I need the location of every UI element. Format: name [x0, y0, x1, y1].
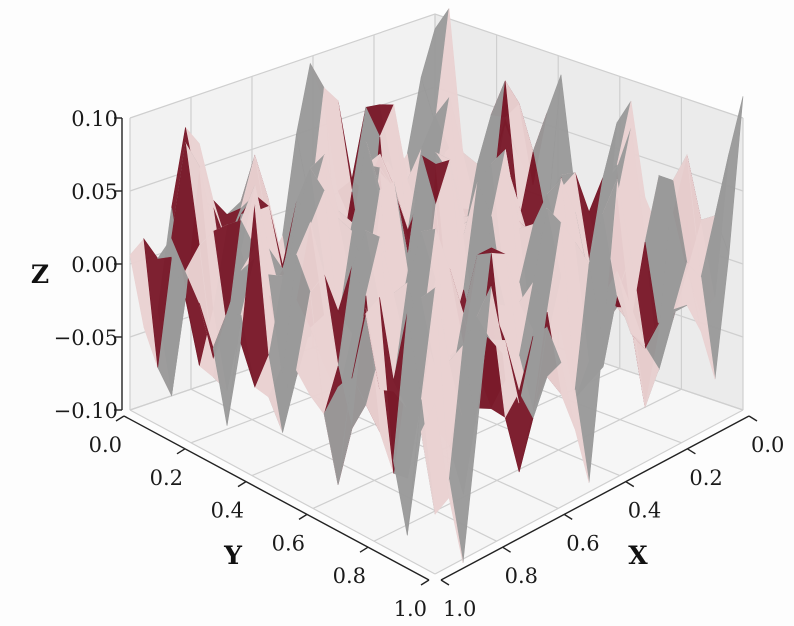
- y-tick-label: 0.8: [333, 564, 366, 588]
- z-tick-label: 0.00: [71, 253, 118, 277]
- y-tick-label: 1.0: [394, 597, 427, 621]
- y-tick-mark: [237, 481, 247, 488]
- y-axis-line: [123, 415, 430, 581]
- y-axis-label: Y: [223, 541, 243, 570]
- x-tick-label: 1.0: [443, 597, 476, 621]
- grid-line: [190, 388, 497, 542]
- y-tick-mark: [176, 448, 186, 455]
- z-axis-label: Z: [31, 260, 49, 289]
- y-tick-label: 0.4: [211, 499, 244, 523]
- x-tick-mark: [625, 481, 635, 488]
- surface-plot: [129, 8, 744, 563]
- surface-patch: [420, 401, 450, 515]
- y-tick-mark: [359, 546, 369, 553]
- tick-labels: 0.0 0.2 0.4 0.6 0.8 1.0 0.0 0.2 0.4 0.6 0.8 1.0 −0.1…: [54, 107, 785, 621]
- x-tick-mark: [687, 448, 696, 455]
- y-tick-mark: [420, 579, 430, 586]
- x-tick-label: 0.8: [505, 564, 538, 588]
- x-tick-label: 0.6: [566, 531, 599, 555]
- x-tick-mark: [563, 513, 573, 520]
- x-axis-label: X: [628, 541, 648, 570]
- x-tick-mark: [748, 415, 758, 422]
- y-tick-label: 0.6: [272, 531, 305, 555]
- x-tick-mark: [502, 546, 511, 553]
- grid-line: [129, 409, 436, 575]
- grid-line: [434, 409, 744, 575]
- grid-line: [373, 388, 682, 542]
- z-tick-label: 0.10: [71, 107, 118, 131]
- x-tick-label: 0.2: [689, 466, 722, 490]
- grid-line: [129, 13, 744, 119]
- x-tick-label: 0.0: [751, 433, 784, 457]
- x-axis-line: [440, 415, 750, 581]
- y-tick-label: 0.2: [150, 466, 183, 490]
- z-tick-label: −0.05: [54, 326, 118, 350]
- y-tick-label: 0.0: [89, 433, 122, 457]
- y-tick-mark: [115, 415, 125, 422]
- z-tick-label: 0.05: [71, 180, 118, 204]
- x-tick-mark: [440, 579, 450, 586]
- z-tick-label: −0.10: [54, 399, 118, 423]
- y-tick-mark: [298, 513, 308, 520]
- x-tick-label: 0.4: [628, 499, 661, 523]
